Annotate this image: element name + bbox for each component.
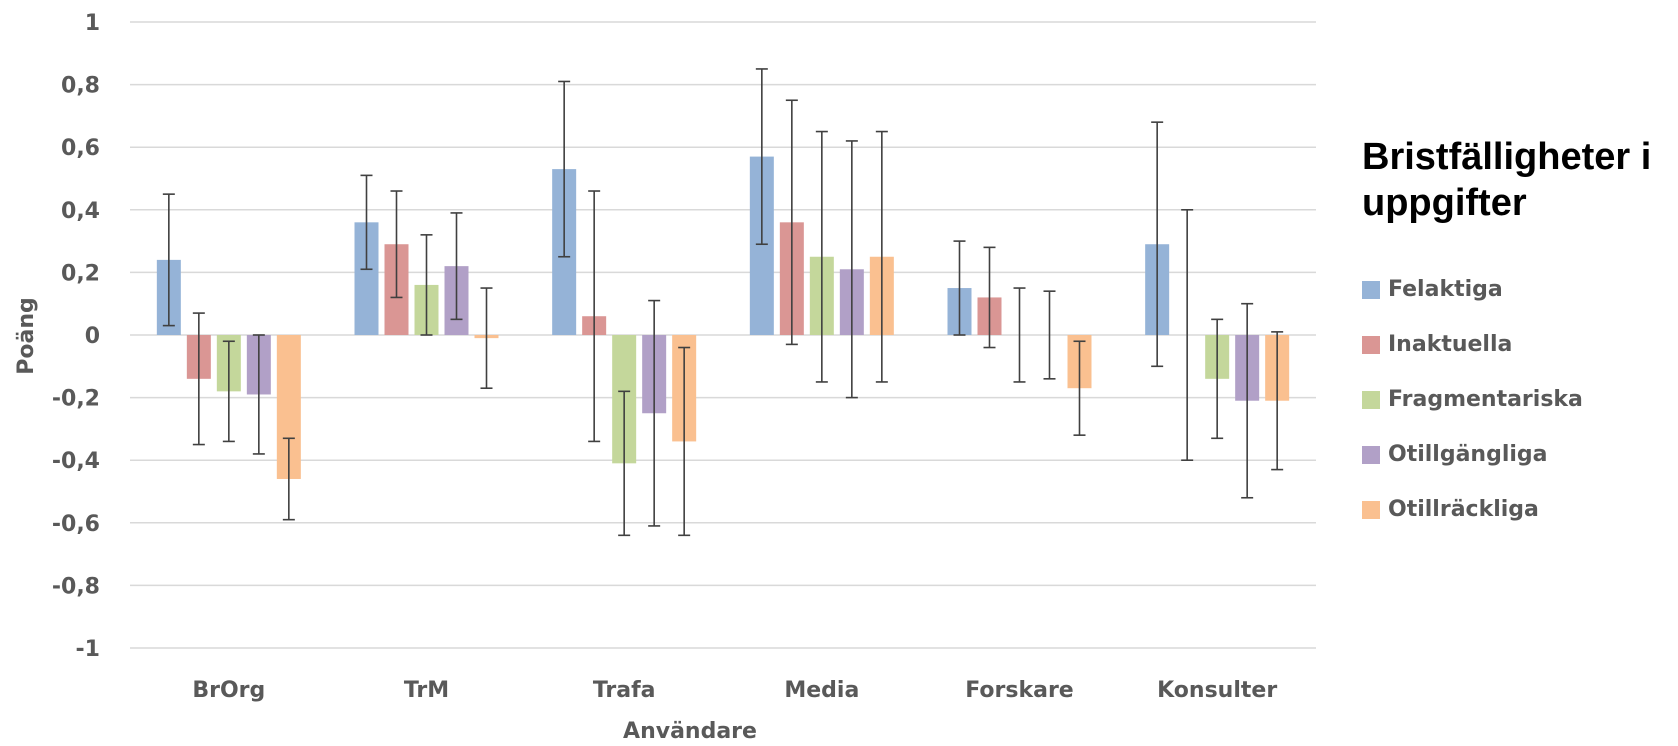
legend-label: Fragmentariska — [1388, 387, 1583, 412]
legend-swatch — [1362, 500, 1380, 519]
y-tick-label: 0,6 — [61, 136, 100, 161]
y-tick-label: 1 — [85, 11, 100, 36]
legend: Felaktiga Inaktuella Fragmentariska Otillgä… — [1362, 262, 1583, 537]
legend-item: Otillräckliga — [1362, 482, 1583, 537]
x-axis-title: Användare — [623, 719, 757, 744]
legend-swatch — [1362, 335, 1380, 354]
legend-label: Otillräckliga — [1388, 497, 1539, 522]
x-tick-label: Trafa — [593, 678, 656, 703]
y-tick-label: 0 — [85, 324, 100, 349]
error-bars — [162, 68, 1284, 537]
legend-swatch — [1362, 390, 1380, 409]
x-tick-label: BrOrg — [192, 678, 265, 703]
y-tick-label: -0,6 — [52, 512, 100, 537]
legend-label: Felaktiga — [1388, 277, 1503, 302]
y-tick-label: 0,2 — [61, 261, 100, 286]
x-tick-label: Konsulter — [1157, 678, 1277, 703]
y-tick-label: -0,8 — [52, 574, 100, 599]
legend-label: Otillgängliga — [1388, 442, 1548, 467]
legend-title: Bristfälligheter i uppgifter — [1362, 136, 1652, 224]
legend-item: Otillgängliga — [1362, 427, 1583, 482]
y-tick-label: -0,2 — [52, 387, 100, 412]
y-axis-ticks: 1 0,8 0,6 0,4 0,2 0 -0,2 -0,4 -0,6 -0,8 -1 — [52, 11, 100, 662]
y-tick-label: 0,8 — [61, 74, 100, 99]
y-tick-label: 0,4 — [61, 199, 100, 224]
x-tick-label: TrM — [404, 678, 449, 703]
legend-swatch — [1362, 445, 1380, 464]
legend-item: Felaktiga — [1362, 262, 1583, 317]
legend-label: Inaktuella — [1388, 332, 1513, 357]
y-tick-label: -1 — [76, 637, 100, 662]
legend-swatch — [1362, 280, 1380, 299]
y-axis-title: Poäng — [14, 297, 39, 375]
bars — [156, 156, 1290, 479]
x-tick-label: Forskare — [965, 678, 1073, 703]
legend-item: Fragmentariska — [1362, 372, 1583, 427]
gridlines — [130, 21, 1316, 649]
y-tick-label: -0,4 — [52, 449, 100, 474]
x-axis-categories: BrOrg TrM Trafa Media Forskare Konsulter — [192, 678, 1277, 703]
legend-item: Inaktuella — [1362, 317, 1583, 372]
x-tick-label: Media — [784, 678, 859, 703]
